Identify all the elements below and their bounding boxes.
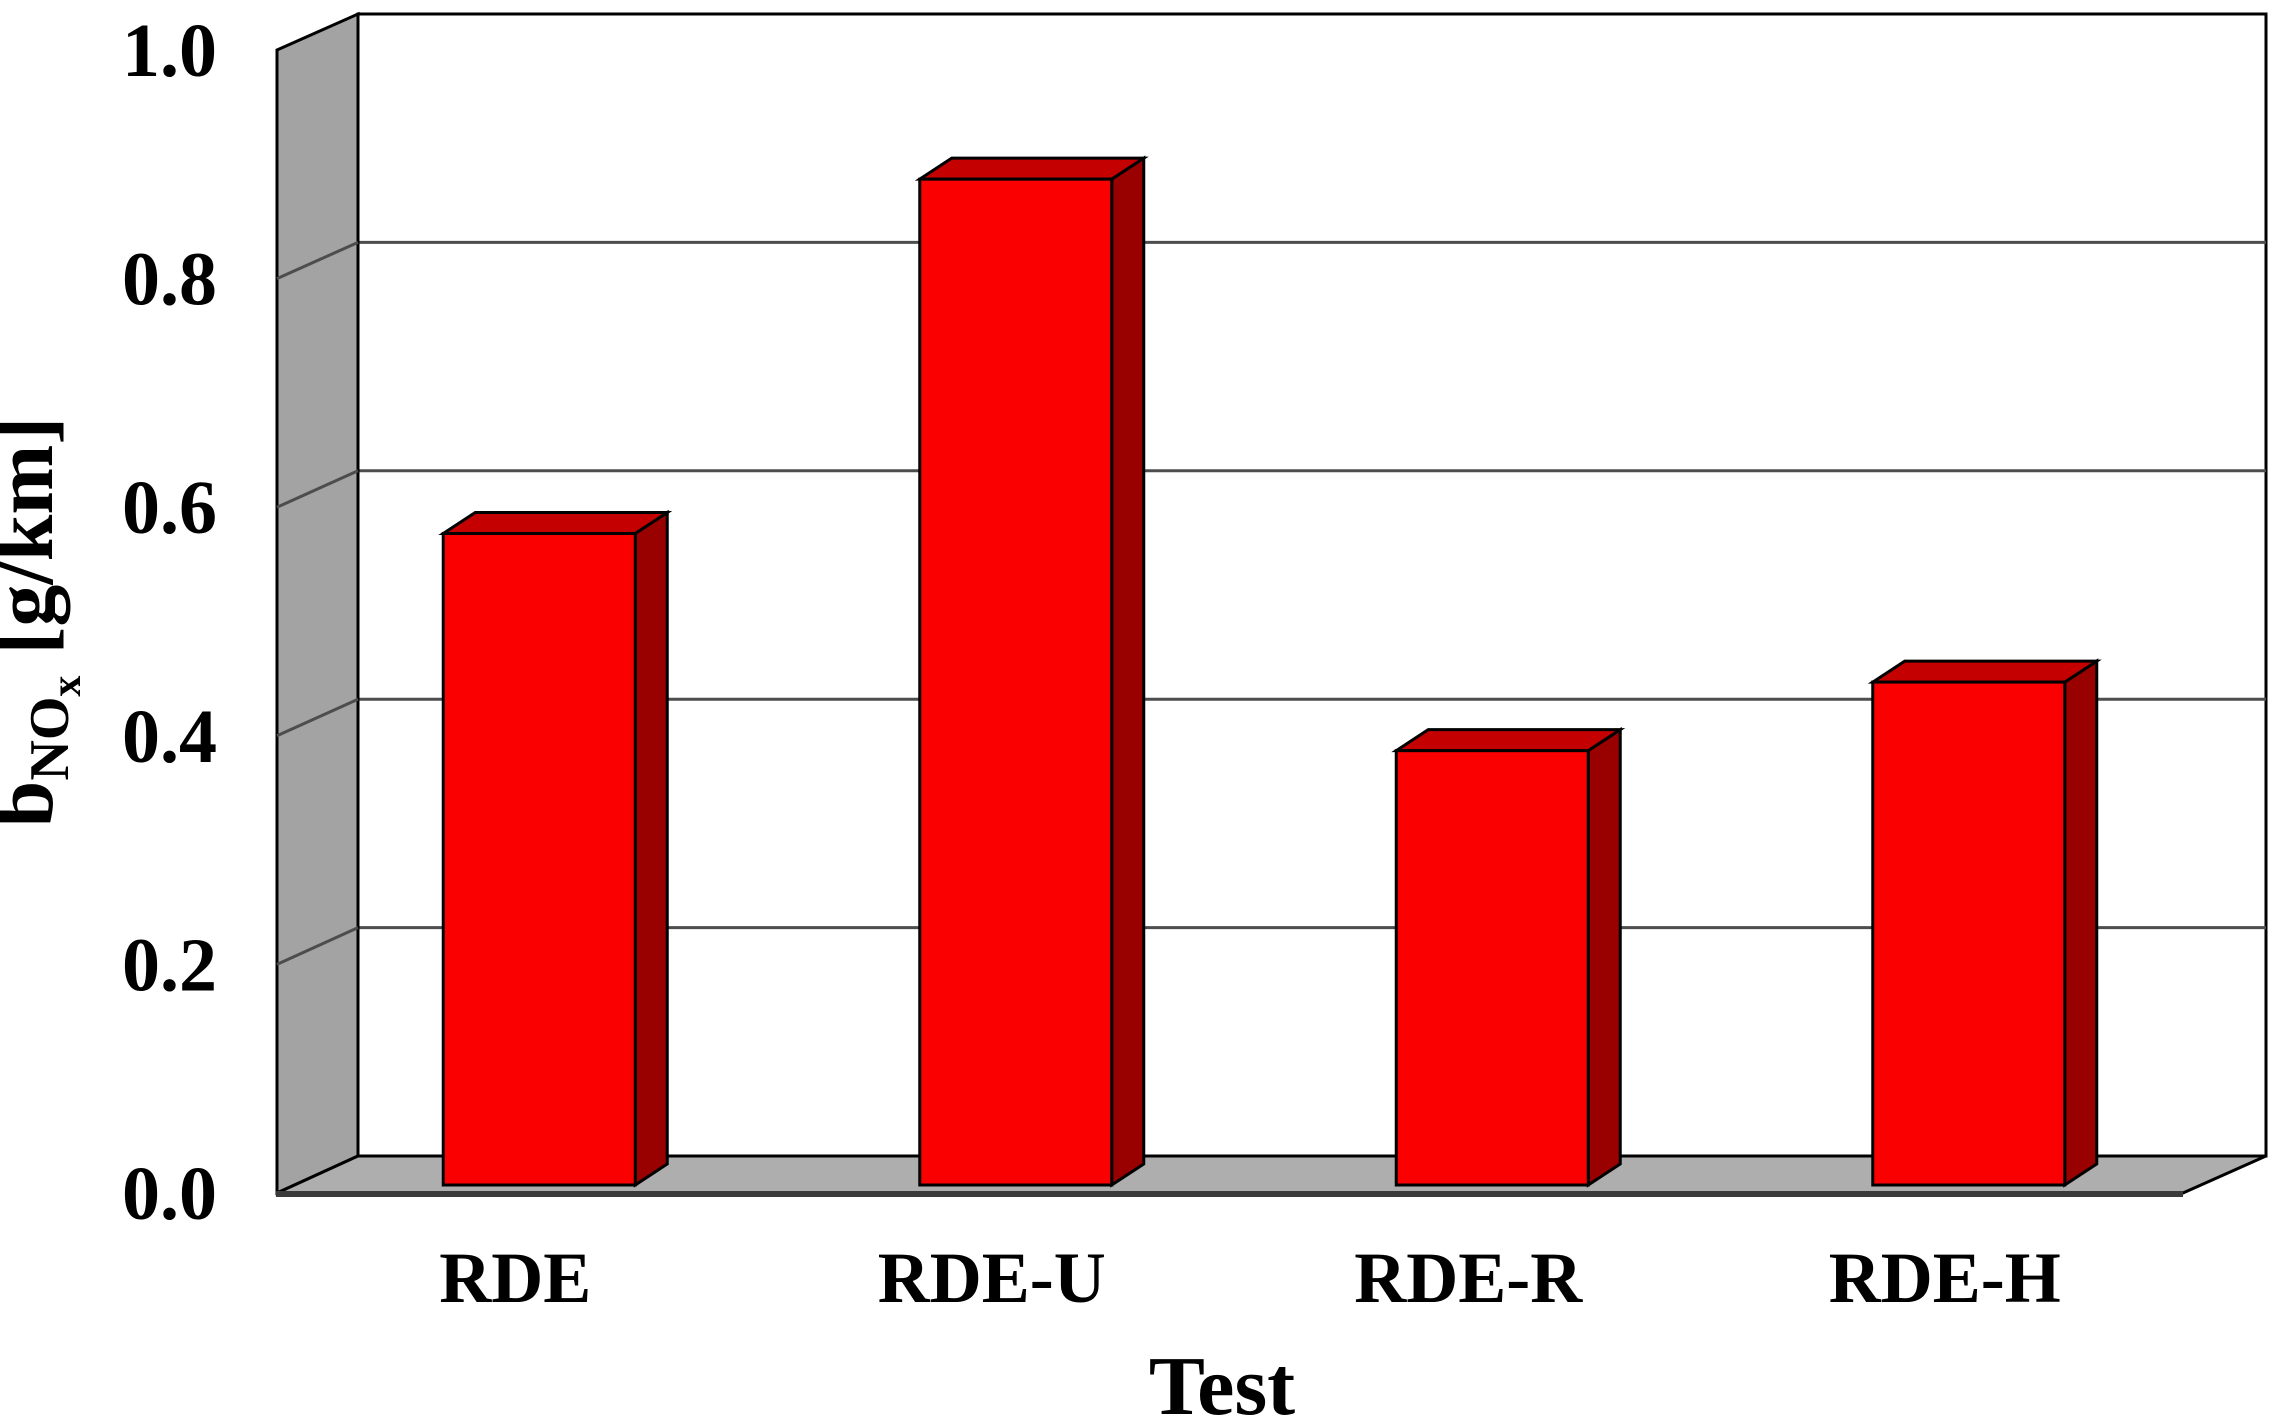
wall-tick: [276, 241, 359, 280]
bar-top-face: [1867, 659, 2102, 684]
bar-front-face: [441, 531, 637, 1187]
y-axis-title: bNOx [g/km]: [0, 417, 90, 828]
x-axis-title: Test: [1149, 1340, 1295, 1428]
bar-front-face: [1871, 680, 2067, 1187]
bar-side-face: [633, 509, 669, 1188]
bar-front-face: [1394, 749, 1590, 1187]
bar: [438, 509, 673, 1188]
y-tick-label: 1.0: [122, 9, 217, 93]
bar-top-face: [1391, 728, 1626, 753]
wall-tick: [276, 926, 359, 966]
x-tick-label: RDE: [439, 1238, 591, 1318]
y-tick-label: 0.0: [122, 1152, 217, 1236]
bar-side-face: [2063, 658, 2099, 1188]
y-tick-label: 0.4: [122, 695, 217, 779]
bar-top-face: [914, 156, 1149, 181]
y-tick-label: 0.8: [122, 238, 217, 322]
y-tick-label: 0.2: [122, 923, 217, 1007]
bar: [1867, 658, 2102, 1188]
bar-front-face: [918, 177, 1114, 1187]
wall-tick: [276, 469, 359, 509]
bar: [1391, 726, 1626, 1188]
bar-side-face: [1110, 155, 1146, 1188]
x-tick-label: RDE-R: [1354, 1238, 1583, 1318]
bar-side-face: [1586, 726, 1622, 1188]
bar: [914, 155, 1149, 1188]
y-tick-label: 0.6: [122, 466, 217, 550]
x-tick-label: RDE-U: [878, 1238, 1106, 1318]
x-tick-label: RDE-H: [1829, 1238, 2061, 1318]
left-wall: [275, 11, 360, 1196]
wall-tick: [276, 697, 359, 738]
bar-top-face: [438, 510, 673, 535]
